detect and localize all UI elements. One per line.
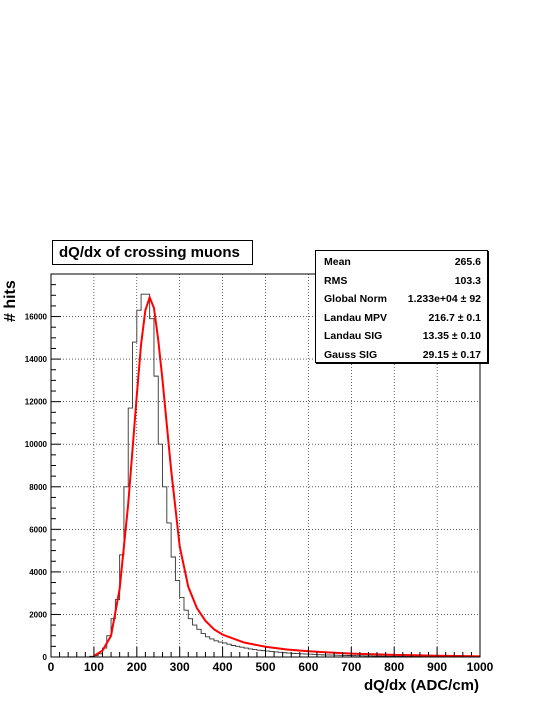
x-tick-label: 0: [48, 660, 55, 674]
y-tick-label: 10000: [25, 440, 48, 449]
stats-value: 265.6: [454, 256, 481, 268]
x-tick-label: 500: [255, 660, 275, 674]
x-tick-label: 900: [427, 660, 447, 674]
y-tick-label: 12000: [25, 398, 48, 407]
x-tick-label: 400: [213, 660, 233, 674]
stats-row: Global Norm 1.233e+04 ± 92: [316, 290, 487, 309]
x-tick-label: 1000: [467, 660, 494, 674]
stats-row: Landau MPV 216.7 ± 0.1: [316, 309, 487, 328]
y-tick-label: 0: [43, 653, 48, 662]
stats-label: Landau SIG: [324, 330, 383, 343]
y-tick-label: 6000: [29, 525, 47, 534]
stats-row: RMS 103.3: [316, 272, 487, 291]
stats-value: 216.7 ± 0.1: [428, 311, 481, 324]
stats-label: Global Norm: [324, 293, 388, 306]
x-tick-label: 800: [384, 660, 404, 674]
y-tick-label: 16000: [25, 313, 48, 322]
y-tick-label: 8000: [29, 483, 47, 492]
chart-title: dQ/dx of crossing muons: [52, 240, 253, 265]
stats-box: Mean 265.6 RMS 103.3 Global Norm 1.233e+04 …: [315, 250, 488, 363]
y-axis-label: # hits: [2, 280, 19, 322]
x-tick-label: 100: [84, 660, 104, 674]
stats-row: Mean 265.6: [316, 253, 487, 272]
x-tick-label: 700: [341, 660, 361, 674]
y-tick-label: 14000: [25, 355, 48, 364]
stats-value: 13.35 ± 0.10: [422, 330, 481, 343]
x-axis-label: dQ/dx (ADC/cm): [363, 677, 479, 694]
fit-curve: [93, 294, 481, 658]
stats-value: 29.15 ± 0.17: [422, 348, 481, 361]
stats-label: Gauss SIG: [324, 348, 378, 361]
stats-label: RMS: [324, 274, 348, 287]
stats-label: Landau MPV: [324, 311, 388, 324]
stats-label: Mean: [324, 256, 351, 268]
stats-value: 103.3: [454, 274, 481, 287]
stats-row: Landau SIG 13.35 ± 0.10: [316, 327, 487, 346]
y-tick-label: 2000: [29, 610, 47, 619]
stats-value: 1.233e+04 ± 92: [407, 293, 481, 306]
x-tick-label: 300: [170, 660, 190, 674]
x-tick-label: 600: [298, 660, 318, 674]
y-tick-label: 4000: [29, 568, 47, 577]
stats-row: Gauss SIG 29.15 ± 0.17: [316, 346, 487, 365]
x-tick-label: 200: [127, 660, 147, 674]
